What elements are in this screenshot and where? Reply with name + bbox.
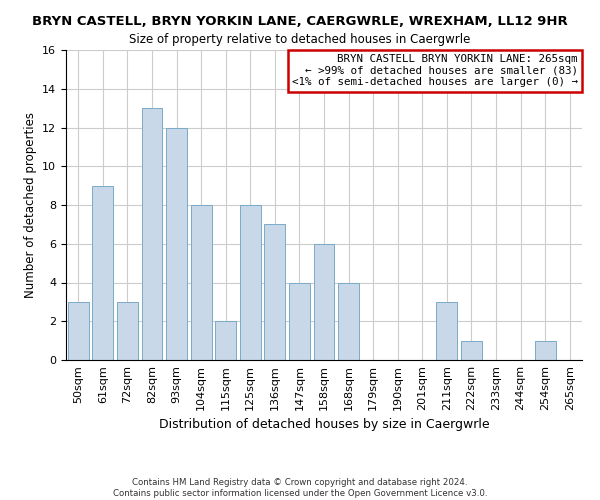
- Bar: [240, 205, 261, 360]
- Bar: [265, 224, 286, 360]
- Text: Contains HM Land Registry data © Crown copyright and database right 2024.
Contai: Contains HM Land Registry data © Crown c…: [113, 478, 487, 498]
- Bar: [117, 302, 138, 360]
- Text: BRYN CASTELL, BRYN YORKIN LANE, CAERGWRLE, WREXHAM, LL12 9HR: BRYN CASTELL, BRYN YORKIN LANE, CAERGWRL…: [32, 15, 568, 28]
- Bar: [191, 205, 212, 360]
- Bar: [215, 322, 236, 360]
- Bar: [142, 108, 163, 360]
- Bar: [338, 282, 359, 360]
- Bar: [68, 302, 89, 360]
- Bar: [436, 302, 457, 360]
- Y-axis label: Number of detached properties: Number of detached properties: [23, 112, 37, 298]
- Bar: [461, 340, 482, 360]
- Text: BRYN CASTELL BRYN YORKIN LANE: 265sqm
← >99% of detached houses are smaller (83): BRYN CASTELL BRYN YORKIN LANE: 265sqm ← …: [292, 54, 578, 88]
- Bar: [166, 128, 187, 360]
- X-axis label: Distribution of detached houses by size in Caergwrle: Distribution of detached houses by size …: [158, 418, 490, 432]
- Text: Size of property relative to detached houses in Caergwrle: Size of property relative to detached ho…: [130, 32, 470, 46]
- Bar: [314, 244, 334, 360]
- Bar: [92, 186, 113, 360]
- Bar: [535, 340, 556, 360]
- Bar: [289, 282, 310, 360]
